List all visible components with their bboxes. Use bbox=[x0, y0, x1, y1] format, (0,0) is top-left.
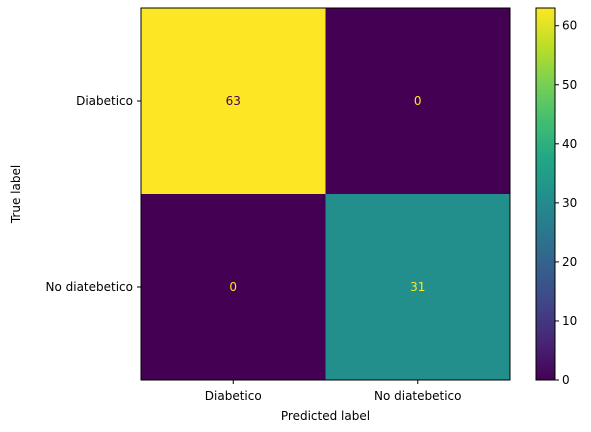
matrix-cell bbox=[141, 194, 326, 381]
cell-value-label: 31 bbox=[410, 280, 425, 294]
cell-value-label: 63 bbox=[226, 94, 241, 108]
plot-frame bbox=[140, 7, 511, 381]
colorbar-tick-label: 60 bbox=[562, 19, 577, 33]
cell-value-label: 0 bbox=[414, 94, 422, 108]
matrix-cell bbox=[325, 194, 511, 381]
colorbar-tick-label: 0 bbox=[562, 373, 570, 387]
colorbar-tick-label: 30 bbox=[562, 196, 577, 210]
colorbar-tick-label: 40 bbox=[562, 137, 577, 151]
x-axis-ticks: Diabetico No diatebetico bbox=[205, 380, 462, 403]
colorbar-tick-label: 50 bbox=[562, 78, 577, 92]
colorbar-ticks: 0 10 20 30 40 50 60 bbox=[555, 19, 577, 387]
y-tick-label: No diatebetico bbox=[45, 280, 133, 294]
colorbar-tick-label: 10 bbox=[562, 314, 577, 328]
y-axis-label: True label bbox=[9, 165, 23, 224]
y-axis-ticks: Diabetico No diatebetico bbox=[45, 94, 141, 294]
colorbar bbox=[535, 7, 556, 381]
x-tick-label: No diatebetico bbox=[374, 389, 462, 403]
colorbar-tick-label: 20 bbox=[562, 255, 577, 269]
y-tick-label: Diabetico bbox=[76, 94, 133, 108]
matrix-cell bbox=[141, 8, 326, 195]
matrix-cell bbox=[325, 8, 511, 195]
matrix-cells: 63 0 0 31 bbox=[141, 8, 511, 381]
x-axis-label: Predicted label bbox=[281, 409, 370, 423]
x-tick-label: Diabetico bbox=[205, 389, 262, 403]
cell-value-label: 0 bbox=[229, 280, 237, 294]
